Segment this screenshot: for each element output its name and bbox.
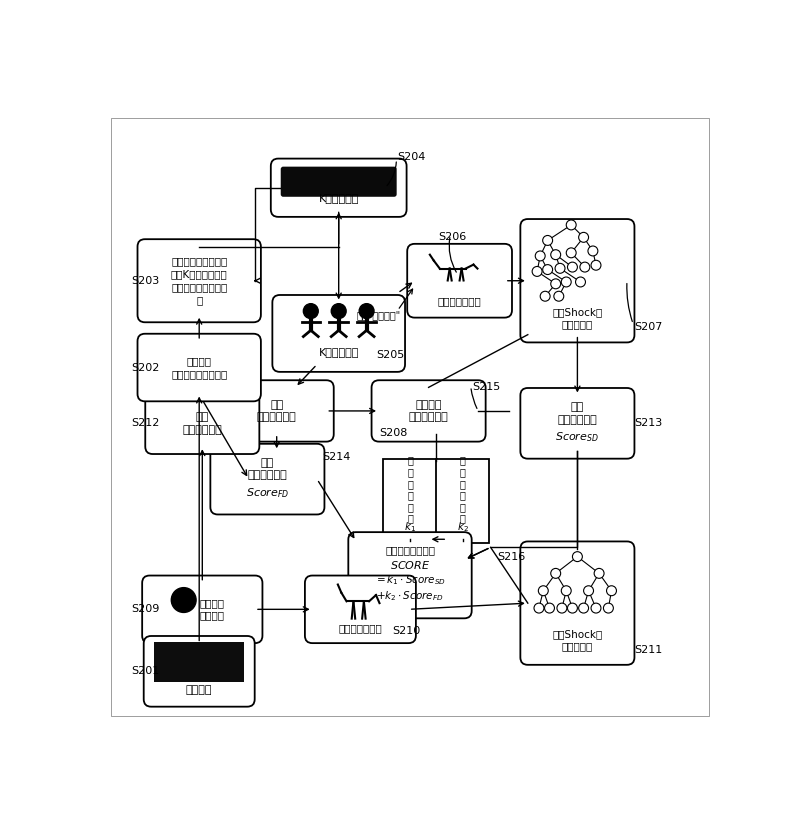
Text: 应用自适应聚类算法
选择K个贝叶斯信息
度量值最高的特征视
图: 应用自适应聚类算法 选择K个贝叶斯信息 度量值最高的特征视 图 — [171, 256, 227, 306]
FancyBboxPatch shape — [272, 295, 405, 372]
Circle shape — [542, 235, 553, 245]
Text: 光场信息
（包含若干幅视图）: 光场信息 （包含若干幅视图） — [171, 356, 227, 379]
Circle shape — [583, 586, 594, 596]
FancyBboxPatch shape — [146, 392, 259, 454]
Text: $=k_1\cdot Score_{SD}$: $=k_1\cdot Score_{SD}$ — [374, 573, 446, 587]
Text: 任一"特征轮廓": 任一"特征轮廓" — [357, 310, 401, 320]
Text: S209: S209 — [131, 605, 159, 615]
Circle shape — [331, 304, 346, 319]
FancyBboxPatch shape — [220, 380, 334, 442]
Text: S212: S212 — [131, 418, 159, 429]
Circle shape — [575, 277, 586, 287]
Circle shape — [171, 587, 196, 612]
Text: 第二Shock图
骨架描述符: 第二Shock图 骨架描述符 — [552, 629, 602, 652]
Text: S204: S204 — [398, 152, 426, 162]
Circle shape — [303, 304, 318, 319]
Text: S211: S211 — [634, 644, 662, 655]
Circle shape — [566, 248, 576, 258]
FancyBboxPatch shape — [305, 576, 416, 643]
FancyBboxPatch shape — [142, 576, 262, 643]
Text: 二进制图形骨架: 二进制图形骨架 — [338, 623, 382, 633]
Circle shape — [540, 292, 550, 301]
Text: $Score_{SD}$: $Score_{SD}$ — [555, 430, 599, 444]
Circle shape — [535, 251, 545, 261]
Circle shape — [532, 267, 542, 277]
FancyBboxPatch shape — [520, 388, 634, 458]
FancyBboxPatch shape — [281, 167, 397, 197]
Circle shape — [359, 304, 374, 319]
FancyBboxPatch shape — [383, 458, 437, 543]
Text: $k_2$: $k_2$ — [457, 520, 469, 534]
FancyBboxPatch shape — [144, 636, 254, 707]
Text: $SCORE$: $SCORE$ — [390, 559, 430, 572]
FancyBboxPatch shape — [154, 642, 244, 682]
Circle shape — [550, 279, 561, 289]
Text: 第一Shock图
骨架描述符: 第一Shock图 骨架描述符 — [552, 306, 602, 329]
FancyBboxPatch shape — [138, 334, 261, 401]
Circle shape — [534, 603, 544, 613]
Text: 混合相似度度量值: 混合相似度度量值 — [385, 545, 435, 555]
Circle shape — [606, 586, 617, 596]
Text: 输入图的
特征轮廓: 输入图的 特征轮廓 — [199, 598, 224, 620]
Circle shape — [550, 249, 561, 259]
Circle shape — [594, 568, 604, 578]
Text: 模糊系统
（模糊规则）: 模糊系统 （模糊规则） — [409, 400, 449, 422]
Circle shape — [603, 603, 614, 613]
Circle shape — [567, 603, 578, 613]
Text: 第一
傅立叶描述符: 第一 傅立叶描述符 — [257, 400, 297, 422]
Circle shape — [591, 260, 601, 270]
Circle shape — [545, 603, 554, 613]
Text: S215: S215 — [472, 382, 500, 392]
Circle shape — [566, 220, 576, 230]
Circle shape — [557, 603, 567, 613]
Circle shape — [562, 277, 571, 287]
Text: 第二
傅立叶描述符: 第二 傅立叶描述符 — [182, 412, 222, 434]
Circle shape — [538, 586, 548, 596]
Text: $Score_{FD}$: $Score_{FD}$ — [246, 487, 289, 501]
Text: S213: S213 — [634, 418, 662, 429]
Circle shape — [591, 603, 601, 613]
Text: K个特征轮廓: K个特征轮廓 — [318, 347, 359, 357]
Text: S203: S203 — [131, 276, 159, 286]
FancyBboxPatch shape — [138, 240, 261, 322]
Circle shape — [573, 552, 582, 562]
Circle shape — [554, 292, 564, 301]
Circle shape — [555, 263, 565, 273]
Text: $k_1$: $k_1$ — [404, 520, 416, 534]
Text: S208: S208 — [379, 428, 407, 438]
Text: S214: S214 — [322, 453, 350, 463]
FancyBboxPatch shape — [348, 532, 472, 619]
Text: $+k_2\cdot Score_{FD}$: $+k_2\cdot Score_{FD}$ — [376, 589, 444, 603]
FancyBboxPatch shape — [436, 458, 490, 543]
Circle shape — [550, 568, 561, 578]
Text: S201: S201 — [131, 667, 159, 676]
Circle shape — [588, 246, 598, 256]
Circle shape — [542, 264, 553, 274]
Circle shape — [567, 262, 578, 272]
Circle shape — [580, 262, 590, 272]
FancyBboxPatch shape — [520, 219, 634, 343]
Text: 第
二
权
重
系
数: 第 二 权 重 系 数 — [460, 456, 466, 524]
FancyBboxPatch shape — [520, 541, 634, 665]
Text: S202: S202 — [131, 363, 159, 373]
Text: S216: S216 — [497, 552, 525, 562]
FancyBboxPatch shape — [271, 159, 406, 217]
Text: 第
一
权
重
系
数: 第 一 权 重 系 数 — [407, 456, 413, 524]
FancyBboxPatch shape — [371, 380, 486, 442]
Text: 第一
相似度度量值: 第一 相似度度量值 — [558, 402, 598, 425]
FancyBboxPatch shape — [407, 244, 512, 318]
Circle shape — [578, 603, 589, 613]
Circle shape — [562, 586, 571, 596]
Text: 三维对象: 三维对象 — [186, 685, 213, 695]
Text: S207: S207 — [634, 322, 663, 332]
Text: S210: S210 — [393, 626, 421, 636]
Text: S206: S206 — [438, 232, 466, 242]
Text: 二进制图形骨架: 二进制图形骨架 — [438, 297, 482, 306]
Text: 第二
相似度度量值: 第二 相似度度量值 — [247, 458, 287, 481]
FancyBboxPatch shape — [210, 444, 325, 515]
Text: K个特征视图: K个特征视图 — [318, 193, 359, 203]
Circle shape — [578, 232, 589, 242]
Text: S205: S205 — [376, 350, 404, 360]
